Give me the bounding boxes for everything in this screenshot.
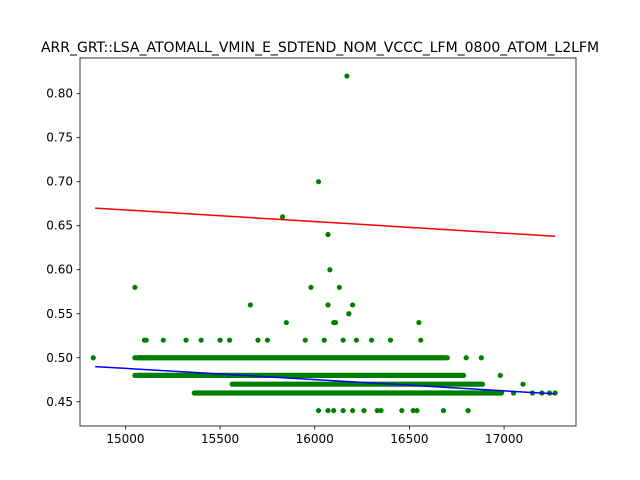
data-point xyxy=(418,337,424,343)
data-point xyxy=(520,381,526,387)
point-band xyxy=(134,355,448,361)
data-point xyxy=(132,284,138,290)
data-point xyxy=(497,372,503,378)
data-point xyxy=(346,311,352,317)
data-point xyxy=(378,407,384,414)
data-point xyxy=(147,355,153,361)
upper-fit-line xyxy=(95,207,556,238)
data-point xyxy=(302,337,308,343)
data-point xyxy=(332,319,339,326)
axes-layer: 15000 15500 16000 16500 17000 0.45 0.50 0.55 0.6… xyxy=(46,57,577,446)
y-tick-label: 0.45 xyxy=(46,395,73,409)
data-point xyxy=(344,73,350,79)
y-tick-label: 0.70 xyxy=(46,175,73,189)
data-point xyxy=(90,355,96,361)
point-band xyxy=(134,372,467,378)
y-tick-label: 0.75 xyxy=(46,131,73,145)
data-point xyxy=(264,337,271,343)
data-point xyxy=(552,390,558,396)
data-point xyxy=(139,355,146,361)
data-point xyxy=(136,355,142,361)
data-point xyxy=(198,337,204,343)
data-point xyxy=(255,337,261,343)
x-tick-label: 17000 xyxy=(485,432,523,446)
data-point xyxy=(143,355,149,361)
data-point xyxy=(143,337,149,343)
data-point xyxy=(350,302,356,308)
data-point xyxy=(132,372,138,378)
data-point xyxy=(283,319,289,326)
data-point xyxy=(247,302,253,308)
data-point xyxy=(327,267,333,273)
x-tick-label: 15000 xyxy=(106,432,144,446)
data-point xyxy=(325,231,331,238)
y-tick-label: 0.50 xyxy=(46,351,73,365)
data-point xyxy=(141,372,147,378)
data-point xyxy=(325,407,331,414)
data-point xyxy=(444,355,450,361)
data-point xyxy=(374,407,380,414)
x-tick-label: 15500 xyxy=(201,432,239,446)
point-band xyxy=(191,390,505,396)
data-point xyxy=(340,337,346,343)
data-point xyxy=(153,372,159,378)
data-point xyxy=(336,284,342,290)
data-point xyxy=(465,407,471,414)
data-point xyxy=(387,337,394,343)
data-point xyxy=(315,179,322,185)
data-point xyxy=(137,372,144,378)
data-point xyxy=(325,302,331,308)
y-tick-label: 0.80 xyxy=(46,87,73,101)
y-tick-label: 0.55 xyxy=(46,307,73,321)
y-tick-label: 0.65 xyxy=(46,219,73,233)
data-point xyxy=(350,407,356,414)
data-point xyxy=(217,337,223,343)
lower-fit-line xyxy=(95,365,556,395)
data-point xyxy=(399,407,405,414)
data-point xyxy=(368,337,375,343)
data-point xyxy=(331,407,337,414)
data-point xyxy=(160,337,166,343)
data-point xyxy=(183,337,189,343)
data-point xyxy=(279,214,286,220)
axes-frame xyxy=(79,57,577,427)
data-point xyxy=(145,372,151,378)
data-point xyxy=(361,407,367,414)
data-point xyxy=(353,337,359,343)
data-point xyxy=(315,407,322,414)
plot-layer xyxy=(90,73,558,414)
data-point xyxy=(321,337,327,343)
data-point xyxy=(308,284,314,290)
data-point xyxy=(340,407,346,414)
data-point xyxy=(414,407,420,414)
data-point xyxy=(226,337,233,343)
plot-area xyxy=(90,73,558,414)
data-point xyxy=(478,355,484,361)
x-tick-label: 16000 xyxy=(296,432,334,446)
data-point xyxy=(440,407,447,414)
data-point xyxy=(132,355,138,361)
x-tick-label: 16500 xyxy=(390,432,428,446)
chart-title: ARR_GRT::LSA_ATOMALL_VMIN_E_SDTEND_NOM_V… xyxy=(41,40,599,56)
data-point xyxy=(463,355,469,361)
data-point xyxy=(416,319,422,326)
y-tick-label: 0.60 xyxy=(46,263,73,277)
data-point xyxy=(410,407,416,414)
